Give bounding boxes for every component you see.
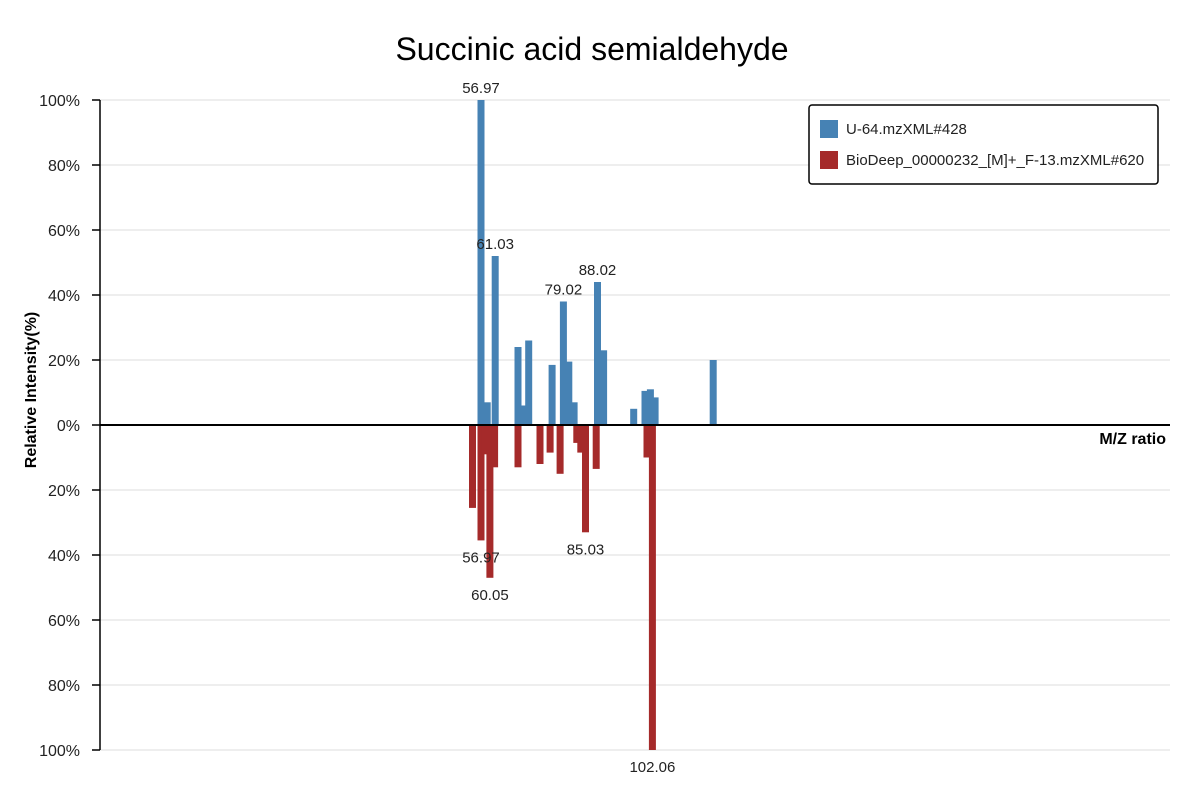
peak-labels: 56.97 61.03 79.02 88.02 56.97 60.05 85.03 102.0… (462, 80, 675, 776)
sample-peak-bar (548, 364, 556, 425)
reference-peak-bar (491, 425, 499, 468)
sample-peak-bar (565, 361, 573, 425)
legend-box (808, 104, 1159, 185)
reference-peak-bar (643, 425, 651, 458)
y-tick-label: 80% (48, 678, 80, 695)
sample-peak-bar (709, 360, 717, 425)
y-tick-label: 20% (48, 483, 80, 500)
reference-peak-bar (546, 425, 554, 453)
sample-peak-bar (514, 347, 522, 425)
chart-title: Succinic acid semialdehyde (395, 31, 788, 67)
y-tick-label: 100% (39, 93, 80, 110)
reference-peak-bar (486, 425, 494, 578)
legend-swatch-series-2 (820, 151, 838, 169)
reference-peak-bar (582, 425, 589, 533)
sample-peak-bar (646, 389, 654, 426)
sample-peak-bar (630, 408, 638, 426)
y-axis-ticks: 100% 80% 60% 40% 20% 0% 20% 40% 60% 80% 100% (39, 93, 100, 760)
y-axis-title: Relative Intensity(%) (23, 312, 40, 468)
sample-peak-label: 88.02 (579, 262, 617, 279)
y-tick-label: 60% (48, 223, 80, 240)
sample-peak-bar (520, 405, 528, 425)
sample-peak-bar (483, 402, 491, 426)
sample-peak-label: 79.02 (545, 282, 583, 299)
legend-swatch-series-1 (820, 120, 838, 138)
legend-label-series-1: U-64.mzXML#428 (846, 121, 967, 138)
reference-peak-label: 56.97 (462, 549, 500, 566)
y-tick-label: 0% (57, 418, 80, 435)
sample-peak-bar (641, 390, 649, 425)
reference-peak-bar (592, 425, 600, 469)
y-tick-label: 100% (39, 743, 80, 760)
sample-peak-bar (651, 397, 659, 425)
sample-peak-bar (600, 350, 608, 426)
peak-bars (469, 100, 717, 750)
reference-peak-label: 102.06 (629, 759, 675, 776)
reference-peak-bar (648, 425, 656, 750)
reference-peak-bar (469, 425, 476, 508)
reference-peak-bar (556, 425, 564, 474)
y-tick-label: 40% (48, 548, 80, 565)
reference-peak-label: 85.03 (567, 541, 605, 558)
reference-peak-bar (477, 425, 485, 541)
sample-peak-label: 61.03 (476, 236, 514, 253)
grid-lines (100, 99, 1170, 751)
reference-peak-bar (577, 425, 585, 453)
reference-peak-label: 60.05 (471, 587, 509, 604)
sample-peak-label: 56.97 (462, 80, 500, 97)
axes (99, 100, 1170, 750)
legend: U-64.mzXML#428 BioDeep_00000232_[M]+_F-1… (808, 104, 1159, 185)
sample-peak-bar (491, 256, 499, 425)
sample-peak-bar (594, 282, 601, 425)
y-tick-label: 60% (48, 613, 80, 630)
reference-peak-bar (536, 425, 544, 464)
reference-peak-bar (514, 425, 522, 468)
sample-peak-bar (570, 402, 578, 426)
legend-label-series-2: BioDeep_00000232_[M]+_F-13.mzXML#620 (846, 152, 1144, 169)
sample-peak-bar (525, 340, 533, 425)
reference-peak-bar (481, 425, 489, 455)
y-tick-label: 40% (48, 288, 80, 305)
x-axis-title: M/Z ratio (1099, 431, 1166, 448)
sample-peak-bar (559, 301, 567, 425)
sample-peak-bar (477, 100, 485, 425)
y-tick-label: 20% (48, 353, 80, 370)
reference-peak-bar (573, 425, 581, 443)
y-tick-label: 80% (48, 158, 80, 175)
